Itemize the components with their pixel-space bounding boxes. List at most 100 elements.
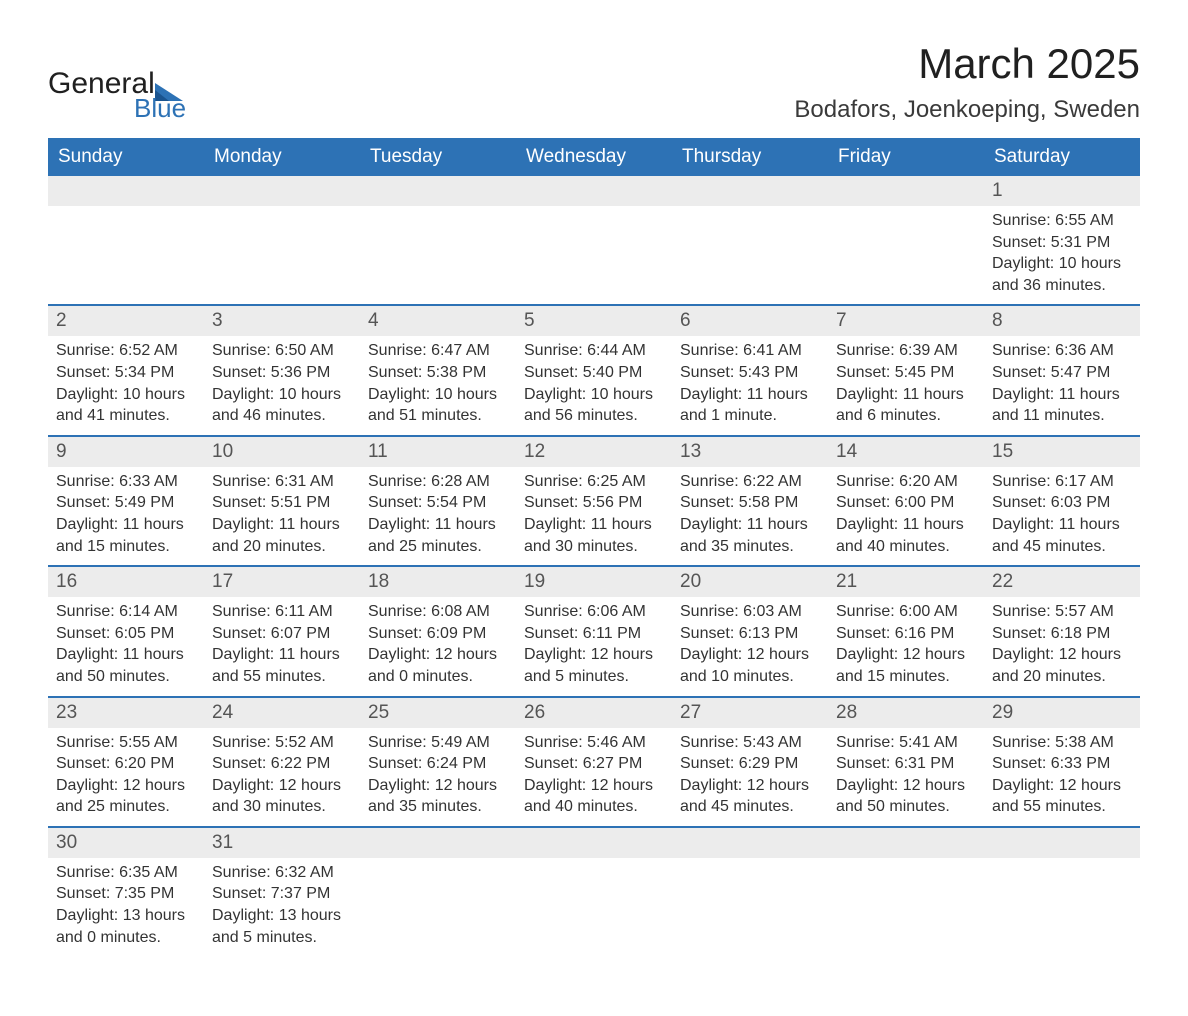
empty-cell	[516, 176, 672, 304]
day-cell: 19Sunrise: 6:06 AMSunset: 6:11 PMDayligh…	[516, 567, 672, 695]
daylight-text: Daylight: 11 hours and 35 minutes.	[680, 514, 820, 557]
sunrise-text: Sunrise: 6:20 AM	[836, 471, 976, 493]
empty-cell	[360, 176, 516, 304]
day-number: 2	[48, 306, 204, 336]
daylight-text: Daylight: 11 hours and 50 minutes.	[56, 644, 196, 687]
empty-day-number	[48, 176, 204, 206]
day-cell: 1Sunrise: 6:55 AMSunset: 5:31 PMDaylight…	[984, 176, 1140, 304]
sunrise-text: Sunrise: 5:46 AM	[524, 732, 664, 754]
empty-cell	[828, 828, 984, 956]
sunrise-text: Sunrise: 5:43 AM	[680, 732, 820, 754]
sunrise-text: Sunrise: 6:55 AM	[992, 210, 1132, 232]
daylight-text: Daylight: 12 hours and 5 minutes.	[524, 644, 664, 687]
sunrise-text: Sunrise: 6:03 AM	[680, 601, 820, 623]
sunrise-text: Sunrise: 6:06 AM	[524, 601, 664, 623]
sunset-text: Sunset: 5:38 PM	[368, 362, 508, 384]
day-info: Sunrise: 5:38 AMSunset: 6:33 PMDaylight:…	[984, 728, 1140, 826]
sunrise-text: Sunrise: 6:31 AM	[212, 471, 352, 493]
day-cell: 5Sunrise: 6:44 AMSunset: 5:40 PMDaylight…	[516, 306, 672, 434]
calendar-week-row: 1Sunrise: 6:55 AMSunset: 5:31 PMDaylight…	[48, 176, 1140, 306]
daylight-text: Daylight: 12 hours and 40 minutes.	[524, 775, 664, 818]
sunset-text: Sunset: 5:56 PM	[524, 492, 664, 514]
sunrise-text: Sunrise: 5:49 AM	[368, 732, 508, 754]
calendar-week-row: 9Sunrise: 6:33 AMSunset: 5:49 PMDaylight…	[48, 437, 1140, 567]
dow-monday: Monday	[204, 138, 360, 176]
day-cell: 26Sunrise: 5:46 AMSunset: 6:27 PMDayligh…	[516, 698, 672, 826]
empty-day-number	[672, 828, 828, 858]
empty-day-number	[672, 176, 828, 206]
day-number: 12	[516, 437, 672, 467]
dow-tuesday: Tuesday	[360, 138, 516, 176]
day-number: 22	[984, 567, 1140, 597]
day-number: 19	[516, 567, 672, 597]
day-number: 3	[204, 306, 360, 336]
title-block: March 2025 Bodafors, Joenkoeping, Sweden	[794, 40, 1140, 124]
calendar-body: 1Sunrise: 6:55 AMSunset: 5:31 PMDaylight…	[48, 176, 1140, 956]
daylight-text: Daylight: 11 hours and 40 minutes.	[836, 514, 976, 557]
daylight-text: Daylight: 12 hours and 20 minutes.	[992, 644, 1132, 687]
day-info: Sunrise: 6:22 AMSunset: 5:58 PMDaylight:…	[672, 467, 828, 565]
day-cell: 10Sunrise: 6:31 AMSunset: 5:51 PMDayligh…	[204, 437, 360, 565]
day-info: Sunrise: 6:33 AMSunset: 5:49 PMDaylight:…	[48, 467, 204, 565]
day-cell: 12Sunrise: 6:25 AMSunset: 5:56 PMDayligh…	[516, 437, 672, 565]
day-cell: 8Sunrise: 6:36 AMSunset: 5:47 PMDaylight…	[984, 306, 1140, 434]
day-info: Sunrise: 6:47 AMSunset: 5:38 PMDaylight:…	[360, 336, 516, 434]
dow-saturday: Saturday	[984, 138, 1140, 176]
day-number: 21	[828, 567, 984, 597]
day-info: Sunrise: 6:14 AMSunset: 6:05 PMDaylight:…	[48, 597, 204, 695]
daylight-text: Daylight: 12 hours and 50 minutes.	[836, 775, 976, 818]
day-cell: 6Sunrise: 6:41 AMSunset: 5:43 PMDaylight…	[672, 306, 828, 434]
day-number: 15	[984, 437, 1140, 467]
empty-cell	[984, 828, 1140, 956]
daylight-text: Daylight: 11 hours and 11 minutes.	[992, 384, 1132, 427]
day-info: Sunrise: 6:50 AMSunset: 5:36 PMDaylight:…	[204, 336, 360, 434]
sunrise-text: Sunrise: 6:47 AM	[368, 340, 508, 362]
sunset-text: Sunset: 6:31 PM	[836, 753, 976, 775]
sunset-text: Sunset: 5:45 PM	[836, 362, 976, 384]
sunset-text: Sunset: 7:35 PM	[56, 883, 196, 905]
day-number: 5	[516, 306, 672, 336]
empty-day-number	[516, 828, 672, 858]
day-number: 26	[516, 698, 672, 728]
sunset-text: Sunset: 5:34 PM	[56, 362, 196, 384]
day-number: 9	[48, 437, 204, 467]
sunrise-text: Sunrise: 5:38 AM	[992, 732, 1132, 754]
empty-day-number	[516, 176, 672, 206]
day-cell: 2Sunrise: 6:52 AMSunset: 5:34 PMDaylight…	[48, 306, 204, 434]
sunrise-text: Sunrise: 5:52 AM	[212, 732, 352, 754]
day-number: 10	[204, 437, 360, 467]
day-cell: 22Sunrise: 5:57 AMSunset: 6:18 PMDayligh…	[984, 567, 1140, 695]
sunrise-text: Sunrise: 6:25 AM	[524, 471, 664, 493]
day-cell: 11Sunrise: 6:28 AMSunset: 5:54 PMDayligh…	[360, 437, 516, 565]
daylight-text: Daylight: 11 hours and 20 minutes.	[212, 514, 352, 557]
day-cell: 16Sunrise: 6:14 AMSunset: 6:05 PMDayligh…	[48, 567, 204, 695]
sunset-text: Sunset: 6:07 PM	[212, 623, 352, 645]
daylight-text: Daylight: 11 hours and 55 minutes.	[212, 644, 352, 687]
calendar-week-row: 2Sunrise: 6:52 AMSunset: 5:34 PMDaylight…	[48, 306, 1140, 436]
sunset-text: Sunset: 6:18 PM	[992, 623, 1132, 645]
day-info: Sunrise: 6:44 AMSunset: 5:40 PMDaylight:…	[516, 336, 672, 434]
day-info: Sunrise: 6:08 AMSunset: 6:09 PMDaylight:…	[360, 597, 516, 695]
day-cell: 29Sunrise: 5:38 AMSunset: 6:33 PMDayligh…	[984, 698, 1140, 826]
sunrise-text: Sunrise: 6:08 AM	[368, 601, 508, 623]
sunset-text: Sunset: 5:54 PM	[368, 492, 508, 514]
sunset-text: Sunset: 6:22 PM	[212, 753, 352, 775]
sunset-text: Sunset: 6:13 PM	[680, 623, 820, 645]
daylight-text: Daylight: 10 hours and 41 minutes.	[56, 384, 196, 427]
daylight-text: Daylight: 11 hours and 45 minutes.	[992, 514, 1132, 557]
day-info: Sunrise: 6:28 AMSunset: 5:54 PMDaylight:…	[360, 467, 516, 565]
day-cell: 13Sunrise: 6:22 AMSunset: 5:58 PMDayligh…	[672, 437, 828, 565]
day-info: Sunrise: 6:25 AMSunset: 5:56 PMDaylight:…	[516, 467, 672, 565]
sunrise-text: Sunrise: 6:14 AM	[56, 601, 196, 623]
header: General Blue March 2025 Bodafors, Joenko…	[48, 40, 1140, 124]
day-number: 4	[360, 306, 516, 336]
day-number: 23	[48, 698, 204, 728]
day-info: Sunrise: 6:39 AMSunset: 5:45 PMDaylight:…	[828, 336, 984, 434]
day-cell: 17Sunrise: 6:11 AMSunset: 6:07 PMDayligh…	[204, 567, 360, 695]
sunset-text: Sunset: 5:36 PM	[212, 362, 352, 384]
day-info: Sunrise: 6:11 AMSunset: 6:07 PMDaylight:…	[204, 597, 360, 695]
empty-day-number	[360, 176, 516, 206]
day-info: Sunrise: 5:41 AMSunset: 6:31 PMDaylight:…	[828, 728, 984, 826]
day-number: 11	[360, 437, 516, 467]
day-cell: 18Sunrise: 6:08 AMSunset: 6:09 PMDayligh…	[360, 567, 516, 695]
